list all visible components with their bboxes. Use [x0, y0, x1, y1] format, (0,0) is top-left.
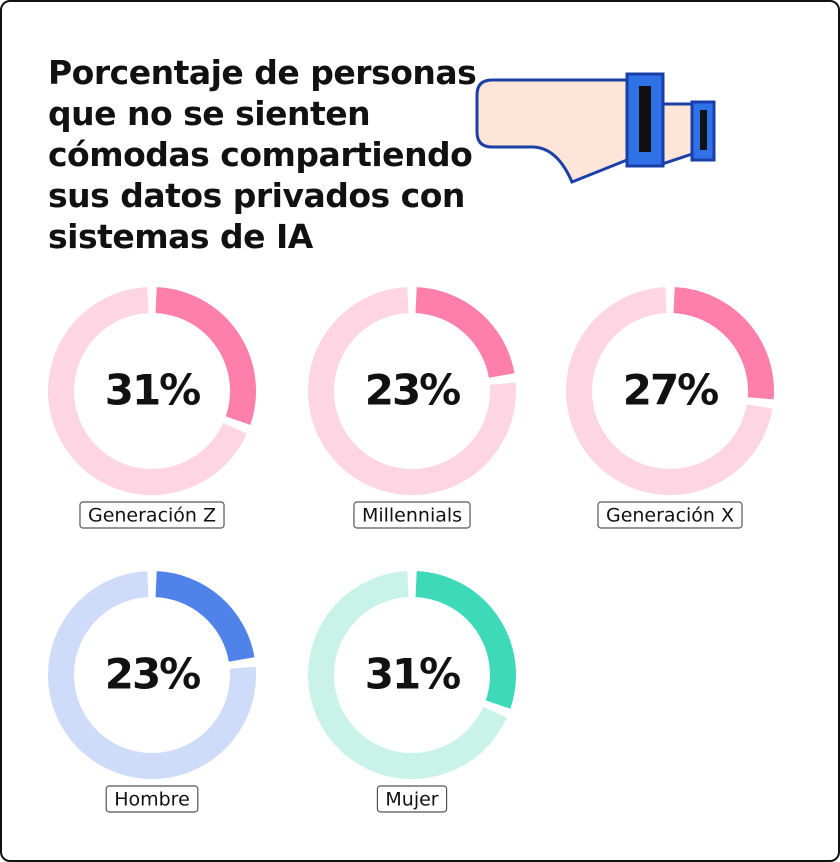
category-label: Mujer [385, 789, 438, 811]
value-label: 31% [105, 366, 200, 415]
thumbs-down-icon [475, 72, 716, 184]
category-box [105, 785, 199, 813]
category-box [376, 785, 448, 813]
donut-track [48, 287, 247, 495]
donut-track [308, 571, 507, 779]
category-box [597, 501, 743, 529]
donut-segment [415, 287, 515, 379]
donut-segment [673, 287, 774, 400]
donut-segment [155, 287, 256, 425]
donut-segment [415, 571, 516, 709]
value-label: 31% [365, 650, 460, 699]
category-label: Generación X [606, 505, 734, 527]
donut-track [308, 287, 516, 495]
donut-track [566, 287, 773, 495]
category-box [353, 501, 471, 529]
donut-segment [155, 571, 255, 663]
donut-track [48, 571, 256, 779]
title: Porcentaje de personas que no se sienten… [48, 53, 477, 256]
value-label: 23% [105, 650, 200, 699]
category-label: Millennials [362, 505, 462, 527]
category-label: Generación Z [88, 505, 216, 527]
value-label: 23% [365, 366, 460, 415]
value-label: 27% [623, 366, 718, 415]
category-box [79, 501, 225, 529]
category-label: Hombre [114, 789, 190, 811]
